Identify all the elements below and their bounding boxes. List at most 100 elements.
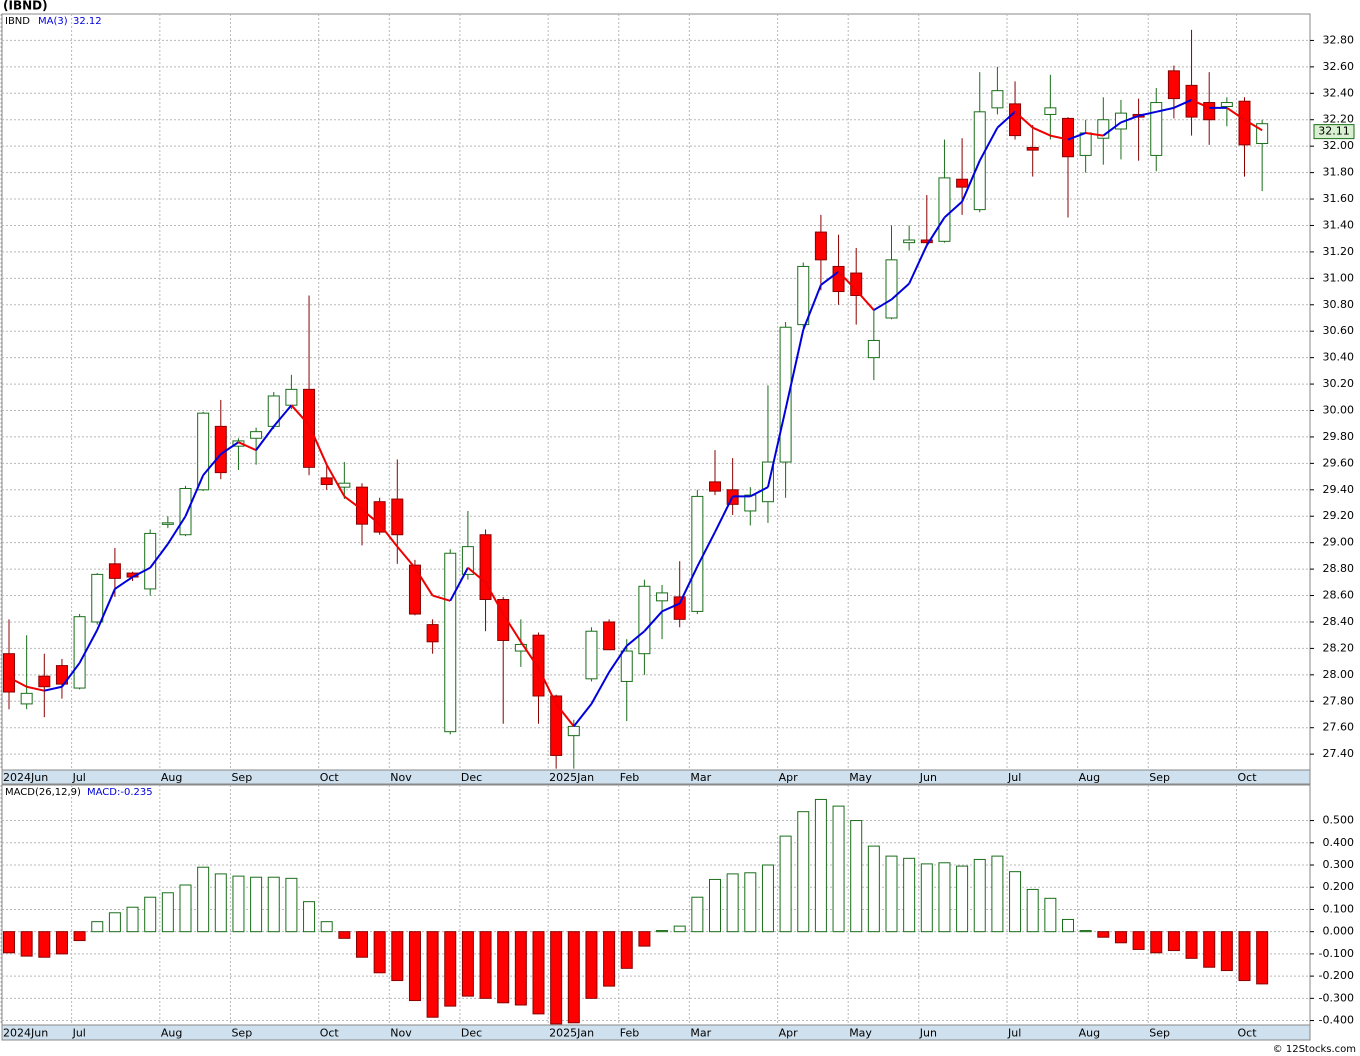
candle-body: [1220, 102, 1233, 108]
y-tick-label: 32.20: [1323, 113, 1355, 126]
ma-line: [520, 641, 540, 669]
macd-bar: [567, 931, 580, 1024]
x-tick-label: Sep: [231, 771, 252, 784]
x-tick-label: Oct: [1238, 1027, 1258, 1040]
candle-body: [3, 653, 15, 693]
macd-bar: [726, 873, 739, 933]
macd-bar: [232, 875, 245, 933]
x-tick-label: Oct: [320, 1027, 340, 1040]
macd-bar: [867, 845, 880, 933]
y-tick-label: 0.100: [1323, 902, 1355, 915]
macd-bar: [761, 864, 774, 933]
candle-body: [55, 665, 68, 685]
ma-line: [449, 567, 469, 602]
ma-line: [44, 685, 63, 692]
macd-bar: [973, 858, 986, 933]
x-tick-label: Jul: [72, 771, 86, 784]
x-tick-label: Feb: [620, 771, 639, 784]
candle-body: [832, 265, 845, 293]
macd-bar: [1009, 871, 1022, 933]
ma-line: [290, 404, 310, 426]
macd-bar: [638, 931, 651, 947]
candle-body: [426, 624, 439, 643]
macd-bar: [126, 906, 139, 933]
candle-body: [920, 239, 933, 244]
y-tick-label: 31.80: [1323, 166, 1355, 179]
macd-bar: [797, 811, 810, 933]
macd-bar: [709, 878, 721, 933]
macd-bar: [1256, 931, 1269, 985]
macd-bar: [108, 912, 121, 933]
macd-bar: [691, 896, 704, 933]
macd-bar: [832, 805, 845, 933]
ma-line: [378, 523, 399, 548]
x-tick-label: Jul: [1007, 771, 1021, 784]
macd-bar: [814, 798, 827, 933]
candle-body: [1150, 102, 1163, 156]
candle-body: [603, 621, 616, 651]
x-tick-label: Sep: [1149, 771, 1170, 784]
macd-bar: [91, 921, 104, 933]
y-tick-label: 29.00: [1323, 536, 1355, 549]
ma-line: [132, 566, 151, 578]
x-tick-label: Apr: [779, 1027, 799, 1040]
y-tick-label: 29.80: [1323, 430, 1355, 443]
ma-line: [361, 508, 381, 525]
ma-line: [272, 404, 293, 428]
candle-body: [550, 695, 563, 756]
candle-body: [779, 326, 792, 463]
candle-body: [408, 564, 421, 615]
ma-line: [908, 244, 928, 285]
candle-body: [91, 573, 104, 623]
x-tick-label: Jul: [1007, 1027, 1021, 1040]
ma-line: [96, 588, 116, 631]
x-tick-label: Jun: [919, 771, 937, 784]
macd-bar: [991, 855, 1004, 933]
macd-bar: [479, 931, 492, 999]
macd-bar: [1220, 931, 1233, 972]
x-tick-label: Apr: [779, 771, 799, 784]
macd-bar: [55, 931, 68, 955]
ma-line: [784, 329, 805, 410]
ma-line: [61, 662, 81, 688]
y-tick-label: 30.00: [1323, 404, 1355, 417]
last-price-label: 32.11: [1318, 125, 1350, 138]
ma-line: [626, 630, 646, 647]
ma-line: [1173, 98, 1192, 109]
candle-body: [1009, 103, 1022, 137]
ma-line: [467, 567, 487, 584]
macd-bar: [144, 896, 157, 933]
macd-bar: [1062, 918, 1074, 933]
candle-body: [744, 494, 757, 512]
candle-body: [761, 461, 774, 503]
candle-body: [797, 265, 810, 326]
y-tick-label: 28.80: [1323, 562, 1355, 575]
y-tick-label: 32.40: [1323, 86, 1355, 99]
ma-line: [202, 453, 222, 476]
candle-body: [303, 388, 316, 468]
macd-bar: [1114, 931, 1127, 944]
macd-bar: [603, 931, 616, 987]
y-tick-label: 27.40: [1323, 747, 1355, 760]
y-tick-label: -0.100: [1319, 947, 1354, 960]
macd-bar: [391, 931, 404, 982]
macd-bar: [1238, 931, 1251, 982]
macd-bar: [73, 931, 86, 942]
candle-body: [956, 178, 969, 188]
y-tick-label: 27.80: [1323, 694, 1355, 707]
ma-line: [661, 602, 681, 613]
ma-line: [573, 703, 593, 728]
candle-body: [20, 692, 33, 705]
macd-bar: [1132, 931, 1145, 950]
macd-bar: [3, 931, 15, 954]
x-tick-label: 2024Jun: [3, 771, 48, 784]
macd-bar: [408, 931, 421, 1002]
ma-line: [820, 270, 840, 286]
candle-body: [161, 522, 174, 525]
ma-line: [1102, 121, 1122, 137]
date-axis: [1, 769, 1311, 785]
y-tick-label: -0.200: [1319, 969, 1354, 982]
ma-line: [238, 441, 257, 452]
y-tick-label: 30.60: [1323, 324, 1355, 337]
y-tick-label: 31.60: [1323, 192, 1355, 205]
